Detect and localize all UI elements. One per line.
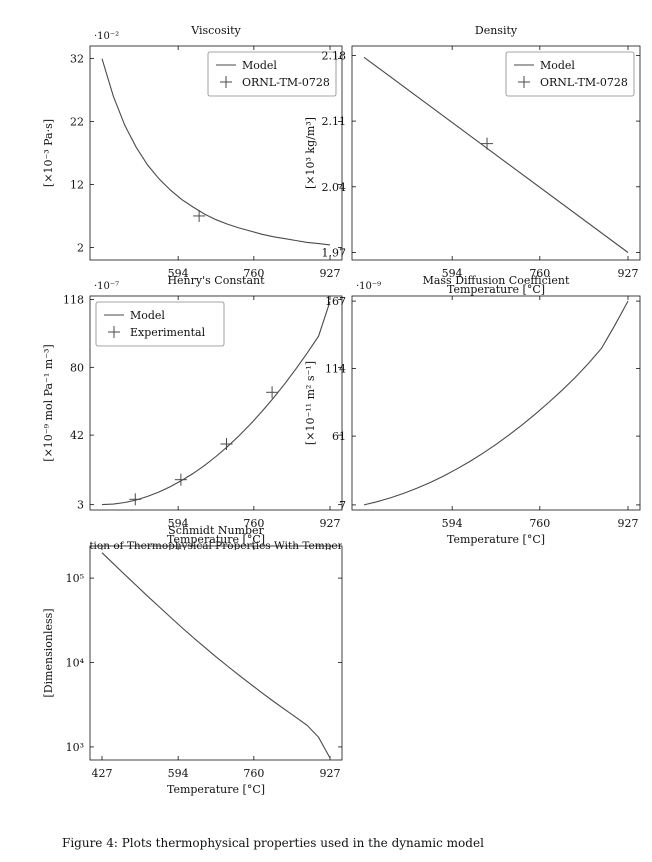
y-axis-label: [×10³ kg/m³] xyxy=(304,117,317,189)
data-marker xyxy=(220,438,233,451)
y-axis-label: [Dimensionless] xyxy=(42,608,55,697)
x-tick-label: 427 xyxy=(92,767,113,780)
chart-panel-0: Viscosity ·10⁻² 32 22 12 2 594 760 927 [×10⁻³ Pa·… xyxy=(42,24,343,280)
y-tick-label: 22 xyxy=(70,116,84,129)
x-tick-label: 594 xyxy=(168,767,189,780)
data-marker xyxy=(174,473,187,486)
x-axis-label: Temperature [°C] xyxy=(447,533,545,546)
plot-frame xyxy=(351,45,641,261)
x-tick-label: 594 xyxy=(442,517,463,530)
x-tick-label: 927 xyxy=(320,517,341,530)
legend-label: Model xyxy=(242,59,277,72)
y-tick-label: 118 xyxy=(63,294,84,307)
chart-title: Viscosity xyxy=(190,24,241,37)
y-tick-label: 42 xyxy=(70,429,84,442)
x-tick-label: 927 xyxy=(618,517,639,530)
series-line xyxy=(363,300,629,506)
legend: Model Experimental xyxy=(95,301,225,347)
y-tick-label: 61 xyxy=(332,430,346,443)
y-tick-label: 2 xyxy=(77,241,84,254)
x-tick-label: 760 xyxy=(243,267,264,280)
x-tick-label: 594 xyxy=(442,267,463,280)
y-axis-label: [×10⁻³ Pa·s] xyxy=(42,119,55,187)
x-axis-label: Temperature [°C] xyxy=(167,533,265,546)
y-tick-label: 10⁴ xyxy=(66,657,85,670)
chart-panel-1: Density 2.18 2.11 2.04 1.97 594 760 927 Temperat… xyxy=(304,24,641,296)
data-marker xyxy=(193,209,206,222)
axis-multiplier: ·10⁻² xyxy=(94,31,119,42)
legend-label: ORNL-TM-0728 xyxy=(540,76,628,89)
x-axis-label: Temperature [°C] xyxy=(447,283,545,296)
legend: Model ORNL-TM-0728 xyxy=(505,51,635,97)
plot-frame xyxy=(89,45,343,261)
chart-panel-3: Mass Diffusion Coefficient ·10⁻⁹ 167 114 61 7… xyxy=(304,274,641,546)
legend-box xyxy=(207,51,337,97)
overlay-label: ation of Thermophysical Properties With … xyxy=(83,540,349,552)
chart-panel-2: Henry's Constant ·10⁻⁷ 118 80 42 3 594 760 927 Te… xyxy=(42,274,343,546)
x-tick-label: 927 xyxy=(320,767,341,780)
x-tick-label: 760 xyxy=(529,517,550,530)
x-tick-label: 760 xyxy=(243,767,264,780)
chart-title: Mass Diffusion Coefficient xyxy=(423,274,570,287)
x-tick-label: 927 xyxy=(618,267,639,280)
series-line-model xyxy=(101,58,331,246)
chart-title: Henry's Constant xyxy=(167,274,265,287)
y-tick-label: 2.04 xyxy=(322,181,347,194)
x-tick-label: 760 xyxy=(529,267,550,280)
legend-label: Model xyxy=(540,59,575,72)
legend-label: ORNL-TM-0728 xyxy=(242,76,330,89)
data-marker xyxy=(266,386,279,399)
figure-caption: Figure 4: Plots thermophysical propertie… xyxy=(62,836,484,850)
y-axis-label: [×10⁻⁹ mol Pa⁻¹ m⁻³] xyxy=(42,344,55,461)
legend-box xyxy=(95,301,225,347)
axis-multiplier: ·10⁻⁷ xyxy=(94,281,119,292)
y-tick-label: 114 xyxy=(325,363,346,376)
y-tick-label: 12 xyxy=(70,178,84,191)
series-line xyxy=(101,552,331,759)
legend-box xyxy=(505,51,635,97)
x-tick-label: 594 xyxy=(168,517,189,530)
plot-frame xyxy=(351,295,641,511)
legend-label: Experimental xyxy=(130,326,206,339)
chart-panel-4: Schmidt Number ation of Thermophysical Pr… xyxy=(42,524,349,796)
series-line-model xyxy=(363,56,629,253)
legend-label: Model xyxy=(130,309,165,322)
x-tick-label: 927 xyxy=(320,267,341,280)
y-tick-label: 10³ xyxy=(66,741,84,754)
y-tick-label: 80 xyxy=(70,361,84,374)
y-tick-label: 10⁵ xyxy=(66,572,84,585)
axis-multiplier: ·10⁻⁹ xyxy=(356,281,381,292)
y-tick-label: 167 xyxy=(325,295,346,308)
x-axis-label: Temperature [°C] xyxy=(167,783,265,796)
plot-frame xyxy=(89,295,343,511)
x-tick-label: 594 xyxy=(168,267,189,280)
y-tick-label: 32 xyxy=(70,53,84,66)
data-marker xyxy=(129,493,142,506)
y-tick-label: 2.11 xyxy=(322,115,347,128)
legend: Model ORNL-TM-0728 xyxy=(207,51,337,97)
y-axis-label: [×10⁻¹¹ m² s⁻¹] xyxy=(304,361,317,445)
data-marker xyxy=(481,137,494,150)
y-tick-label: 3 xyxy=(77,499,84,512)
y-tick-label: 7 xyxy=(339,499,346,512)
x-tick-label: 760 xyxy=(243,517,264,530)
chart-title: Schmidt Number xyxy=(168,524,264,537)
chart-title: Density xyxy=(475,24,518,37)
y-tick-label: 1.97 xyxy=(322,246,347,259)
y-tick-label: 2.18 xyxy=(322,49,347,62)
plot-frame xyxy=(89,545,343,761)
